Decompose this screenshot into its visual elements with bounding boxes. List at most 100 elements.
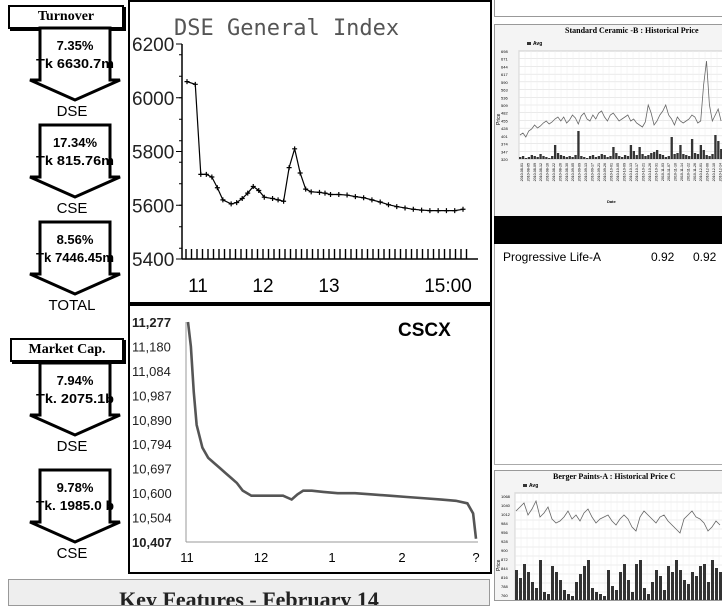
volume-bar	[671, 572, 674, 600]
y-tick-label: 5800	[132, 143, 174, 164]
data-point	[234, 200, 240, 206]
y-tick-label: 928	[501, 539, 508, 544]
x-tick-label: 2010-08-26	[558, 163, 562, 181]
volume-bar	[626, 156, 630, 159]
data-point	[427, 208, 433, 214]
x-tick-label: 2010-11-22	[686, 163, 690, 181]
data-point	[394, 204, 400, 210]
volume-bar	[524, 158, 528, 159]
volume-bar	[531, 582, 534, 600]
data-point	[452, 208, 458, 214]
y-tick-label: 482	[501, 111, 508, 116]
volume-bar	[536, 157, 539, 159]
y-tick-label: 509	[501, 103, 508, 108]
volume-bar	[639, 560, 642, 600]
data-point	[369, 197, 375, 203]
volume-bar	[599, 594, 602, 600]
key-features-title: Key Features - February 14	[119, 587, 379, 606]
volume-bar	[615, 590, 618, 600]
volume-bar	[595, 592, 598, 600]
volume-bar	[574, 155, 577, 159]
avg-price-line	[519, 60, 722, 138]
volume-bar	[565, 157, 568, 159]
volume-bar	[679, 570, 682, 600]
volume-bar	[673, 154, 676, 159]
volume-bar	[583, 566, 586, 600]
x-tick-label: 11	[180, 550, 194, 565]
volume-bar	[515, 570, 518, 600]
dse-chart-title: DSE General Index	[174, 16, 400, 41]
data-point	[352, 194, 358, 200]
x-tick-label: 2010-09-09	[578, 163, 582, 181]
x-tick-label: 2010-10-01	[610, 163, 614, 181]
y-tick-label: 10,987	[132, 388, 172, 403]
volume-bar	[658, 154, 662, 159]
market-cap-label: Market Cap.	[10, 338, 124, 362]
y-tick-label: 6000	[132, 89, 174, 110]
y-tick-label: 10,407	[132, 535, 172, 550]
chart2-plot: 1068 1040 1012 984 956 928 900 872 844 816 788 760 A…	[496, 483, 722, 600]
volume-bar	[691, 572, 694, 600]
data-point	[270, 196, 276, 202]
volume-bar	[641, 154, 644, 159]
volume-bar	[618, 156, 621, 159]
data-point	[402, 205, 408, 211]
volume-bar	[523, 564, 526, 600]
y-tick-label: 428	[501, 126, 508, 131]
volume-bar	[547, 594, 550, 600]
x-tick-label: 2010-08-30	[565, 163, 569, 181]
volume-bar	[621, 157, 624, 159]
y-tick-label: 844	[501, 566, 508, 571]
y-tick-label: 10,600	[132, 486, 172, 501]
volume-bar	[548, 158, 551, 159]
data-point	[322, 190, 328, 196]
volume-bar	[571, 157, 574, 159]
volume-bar	[586, 158, 589, 159]
x-tick-label: 11	[188, 276, 208, 297]
volume-bar	[643, 588, 646, 600]
data-point	[203, 171, 209, 177]
data-point	[245, 190, 251, 196]
x-tick-label: 2010-08-05	[526, 163, 530, 181]
x-tick-label: 2010-08-16	[546, 163, 550, 181]
down-arrow-icon	[29, 468, 121, 544]
data-point	[292, 146, 298, 152]
down-arrow-icon	[29, 26, 121, 102]
x-tick-label: 2010-10-05	[616, 163, 620, 181]
volume-bar	[627, 580, 630, 600]
x-tick-label: 2010-11-07	[667, 163, 671, 181]
volume-bar	[579, 574, 582, 600]
volume-bar	[717, 141, 720, 159]
data-point	[184, 79, 190, 85]
volume-bar	[720, 149, 722, 159]
data-point	[303, 186, 309, 192]
data-point	[361, 195, 367, 201]
y-tick-label: 984	[501, 521, 508, 526]
data-point	[297, 170, 303, 176]
volume-bar	[705, 155, 708, 159]
data-point	[239, 196, 245, 202]
volume-bar	[695, 576, 698, 600]
turnover-label: Turnover	[8, 5, 124, 29]
arrow-percent: 17.34%	[53, 135, 98, 150]
data-point	[192, 81, 198, 87]
y-tick-label: 10,504	[132, 510, 172, 525]
y-tick-label: 6200	[132, 35, 174, 56]
y-tick-label: 5400	[132, 250, 174, 271]
x-tick-label: 15:00	[424, 276, 472, 297]
volume-bar	[703, 564, 706, 600]
volume-bar	[533, 156, 536, 159]
volume-bar	[568, 156, 571, 159]
volume-bar	[632, 151, 635, 159]
arrow-amount: Tk. 2075.1b	[36, 391, 114, 406]
black-bar	[494, 216, 722, 244]
volume-bar	[655, 570, 658, 600]
y-tick-label: 11,277	[132, 315, 171, 330]
volume-bar	[663, 590, 666, 600]
x-tick-label: 2010-12-06	[706, 163, 710, 181]
volume-bar	[623, 155, 627, 159]
volume-bar	[615, 153, 618, 159]
data-point	[419, 207, 425, 213]
volume-bar	[606, 157, 609, 159]
y-tick-label: 10,697	[132, 462, 172, 477]
